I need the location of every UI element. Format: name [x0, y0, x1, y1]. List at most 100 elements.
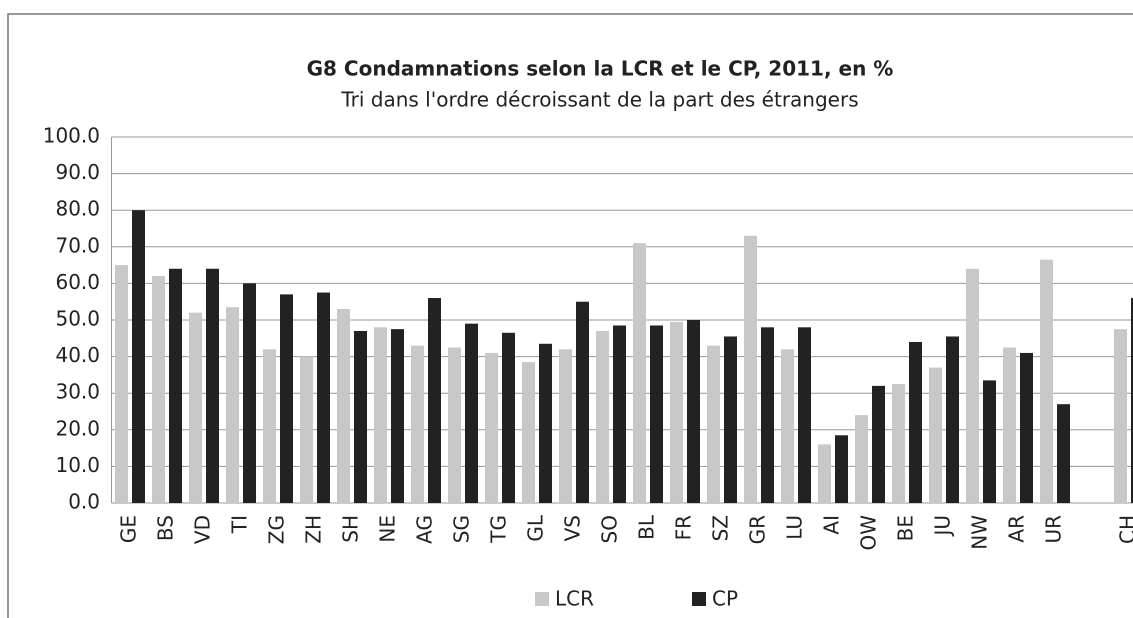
y-tick-label: 10.0	[55, 453, 100, 477]
bar	[872, 385, 885, 503]
bar	[559, 349, 572, 503]
y-tick-label: 50.0	[55, 307, 100, 331]
x-tick-label: ZG	[265, 515, 289, 544]
bar	[781, 349, 794, 503]
bar	[946, 336, 959, 503]
x-tick-label: CH	[1116, 515, 1133, 544]
x-tick-label: SH	[339, 515, 363, 543]
bar	[1020, 352, 1033, 503]
bar	[929, 367, 942, 503]
y-tick-label: 90.0	[55, 160, 100, 184]
legend-swatch	[535, 592, 549, 606]
bar	[522, 362, 535, 503]
bar	[280, 294, 293, 503]
bar	[576, 301, 589, 503]
x-tick-label: UR	[1042, 515, 1066, 544]
x-tick-label: JU	[931, 515, 955, 538]
bar	[983, 380, 996, 503]
bar	[818, 444, 831, 503]
x-tick-label: ZH	[302, 515, 326, 544]
x-tick-label: NE	[376, 515, 400, 543]
x-tick-label: GE	[117, 515, 141, 543]
bar	[263, 349, 276, 503]
bar	[189, 312, 202, 503]
bar	[1040, 259, 1053, 503]
bar	[966, 268, 979, 503]
bar	[596, 330, 609, 503]
y-tick-label: 20.0	[55, 416, 100, 440]
legend-swatch	[692, 592, 706, 606]
bar	[243, 283, 256, 503]
bar	[1131, 298, 1133, 503]
bar	[317, 292, 330, 503]
bar	[448, 347, 461, 503]
bar	[1003, 347, 1016, 503]
x-tick-label: GL	[524, 514, 548, 541]
chart-frame	[7, 13, 1133, 618]
bar	[428, 298, 441, 503]
y-tick-label: 70.0	[55, 233, 100, 257]
x-tick-label: AR	[1005, 515, 1029, 543]
bar	[354, 330, 367, 503]
x-tick-label: AI	[820, 515, 844, 535]
y-tick-label: 100.0	[43, 124, 100, 148]
x-tick-label: BL	[635, 514, 659, 540]
x-tick-label: NW	[968, 515, 992, 550]
chart-subtitle: Tri dans l'ordre décroissant de la part …	[340, 88, 858, 112]
bar	[1114, 329, 1127, 503]
y-tick-label: 40.0	[55, 343, 100, 367]
bar	[411, 345, 424, 503]
x-tick-label: AG	[413, 515, 437, 544]
x-tick-label: BS	[154, 515, 178, 541]
x-tick-label: SG	[450, 515, 474, 543]
bar	[465, 323, 478, 503]
bar	[1057, 404, 1070, 503]
bar	[835, 435, 848, 503]
x-tick-label: SO	[598, 515, 622, 543]
bar	[670, 321, 683, 503]
bar	[613, 325, 626, 503]
bar	[707, 345, 720, 503]
y-tick-label: 0.0	[68, 490, 100, 514]
bar	[169, 268, 182, 503]
bar	[798, 327, 811, 503]
bar	[724, 336, 737, 503]
bar	[485, 352, 498, 503]
x-tick-label: FR	[672, 515, 696, 541]
x-tick-label: BE	[894, 515, 918, 541]
bar	[687, 320, 700, 503]
bar	[132, 210, 145, 503]
bar	[761, 327, 774, 503]
x-tick-label: TG	[487, 515, 511, 544]
x-tick-label: VS	[561, 515, 585, 541]
y-tick-label: 30.0	[55, 380, 100, 404]
bar	[206, 268, 219, 503]
bar	[115, 265, 128, 503]
y-tick-label: 60.0	[55, 270, 100, 294]
bar	[152, 276, 165, 503]
bar	[300, 356, 313, 503]
y-tick-label: 80.0	[55, 197, 100, 221]
x-tick-label: VD	[191, 515, 215, 544]
x-tick-label: OW	[857, 515, 881, 551]
x-tick-label: TI	[228, 515, 252, 534]
bar	[650, 325, 663, 503]
x-tick-label: LU	[783, 515, 807, 540]
bar	[502, 332, 515, 503]
bar	[374, 327, 387, 503]
chart-title: G8 Condamnations selon la LCR et le CP, …	[307, 57, 894, 81]
bar	[539, 343, 552, 503]
bar	[226, 307, 239, 503]
bar	[337, 309, 350, 503]
legend-label: LCR	[555, 587, 594, 611]
x-tick-label: GR	[746, 515, 770, 544]
bar	[909, 341, 922, 503]
x-tick-label: SZ	[709, 515, 733, 541]
legend-label: CP	[712, 587, 738, 611]
bar	[633, 243, 646, 503]
bar	[892, 384, 905, 503]
bar	[855, 415, 868, 503]
bar	[744, 235, 757, 503]
bar	[391, 329, 404, 503]
